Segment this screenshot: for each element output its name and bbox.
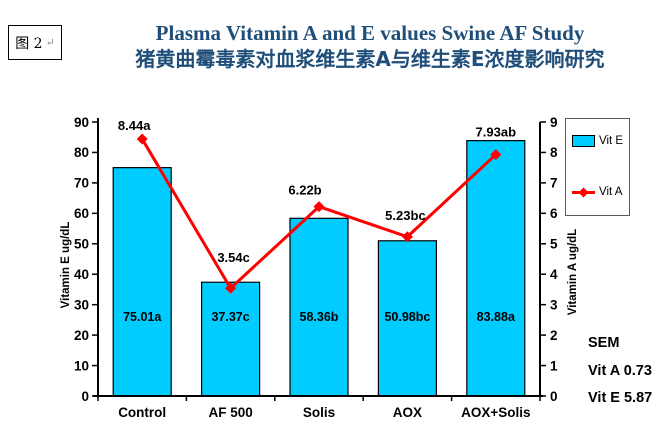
vit-a-value-label: 5.23bc xyxy=(385,208,425,223)
right-axis-tick-label: 2 xyxy=(550,328,558,343)
right-axis-tick-label: 3 xyxy=(550,297,558,312)
x-axis-category-label: AOX xyxy=(393,405,422,420)
right-axis-tick-label: 5 xyxy=(550,237,558,252)
right-axis-tick-label: 8 xyxy=(550,145,558,160)
left-axis-tick-label: 30 xyxy=(74,297,89,312)
right-axis-tick-label: 9 xyxy=(550,115,558,130)
x-axis-category-label: Control xyxy=(118,405,166,420)
vit-e-bar xyxy=(377,240,437,397)
legend-label-vit-a: Vit A xyxy=(599,186,623,198)
sem-title: SEM xyxy=(588,335,620,351)
left-axis-tick-label: 90 xyxy=(74,115,89,130)
sem-vit-a-value: Vit A 0.73 xyxy=(588,362,652,379)
x-axis-category-label: Solis xyxy=(303,405,335,420)
vit-a-line-swatch-icon xyxy=(572,187,595,198)
chart-title-english: Plasma Vitamin A and E values Swine AF S… xyxy=(155,21,585,45)
right-axis-tick-label: 7 xyxy=(550,176,558,191)
vit-a-point-marker xyxy=(313,201,325,213)
left-axis-tick-label: 50 xyxy=(74,237,89,252)
right-axis-tick-label: 0 xyxy=(550,389,558,404)
vit-a-value-label: 6.22b xyxy=(288,183,321,198)
left-axis-tick-label: 10 xyxy=(74,358,89,373)
x-axis-category-label: AOX+Solis xyxy=(461,405,530,420)
left-axis-tick-label: 70 xyxy=(74,176,89,191)
right-axis-title: Vitamin A ug/dL xyxy=(567,228,579,316)
legend-item-vit-e: Vit E xyxy=(572,135,623,147)
figure-number-label: 图 2 xyxy=(15,35,43,52)
left-axis-tick-label: 60 xyxy=(74,206,89,221)
vit-e-bar-value-label: 58.36b xyxy=(300,310,339,324)
vit-a-value-label: 7.93ab xyxy=(476,125,517,140)
vit-e-bar xyxy=(466,140,526,397)
vit-a-diamond-marker xyxy=(578,187,589,197)
left-axis-tick-label: 0 xyxy=(81,389,89,404)
sem-annotation-block: SEM Vit A 0.73 Vit E 5.87 xyxy=(588,330,652,413)
vit-a-point-marker xyxy=(136,133,148,145)
vit-e-bar-value-label: 75.01a xyxy=(123,310,162,324)
right-axis-tick-label: 6 xyxy=(550,206,558,221)
paragraph-return-mark: ↵ xyxy=(45,36,55,49)
vit-a-value-label: 8.44a xyxy=(118,118,151,133)
vit-a-point-marker xyxy=(490,149,502,161)
vit-a-value-label: 3.54c xyxy=(217,250,250,265)
vit-a-point-marker xyxy=(225,282,237,294)
vit-e-bar xyxy=(112,167,172,397)
left-axis-tick-label: 80 xyxy=(74,145,89,160)
legend-label-vit-e: Vit E xyxy=(599,135,624,147)
right-axis-tick-label: 4 xyxy=(550,267,558,282)
sem-vit-e-value: Vit E 5.87 xyxy=(588,390,653,406)
vit-a-point-marker xyxy=(401,231,413,243)
vit-e-bar xyxy=(289,217,349,397)
vit-e-bar-value-label: 83.88a xyxy=(477,310,516,324)
vit-e-bar-value-label: 37.37c xyxy=(211,310,249,324)
chart-title-chinese: 猪黄曲霉毒素对血浆维生素A与维生素E浓度影响研究 xyxy=(135,47,605,71)
left-axis-tick-label: 40 xyxy=(74,267,89,282)
vit-e-bar-swatch-icon xyxy=(572,135,595,147)
chart-title-block: Plasma Vitamin A and E values Swine AF S… xyxy=(70,20,670,72)
left-axis-tick-label: 20 xyxy=(74,328,89,343)
chart-legend: Vit E Vit A xyxy=(565,118,630,216)
right-axis-tick-label: 1 xyxy=(550,358,558,373)
x-axis-category-label: AF 500 xyxy=(208,405,252,420)
vit-e-bar xyxy=(201,281,261,397)
left-axis-title: Vitamin E ug/dL xyxy=(60,221,72,309)
figure-number-box: 图 2 ↵ xyxy=(8,25,62,60)
legend-item-vit-a: Vit A xyxy=(572,186,622,198)
vit-e-bar-value-label: 50.98bc xyxy=(384,310,430,324)
